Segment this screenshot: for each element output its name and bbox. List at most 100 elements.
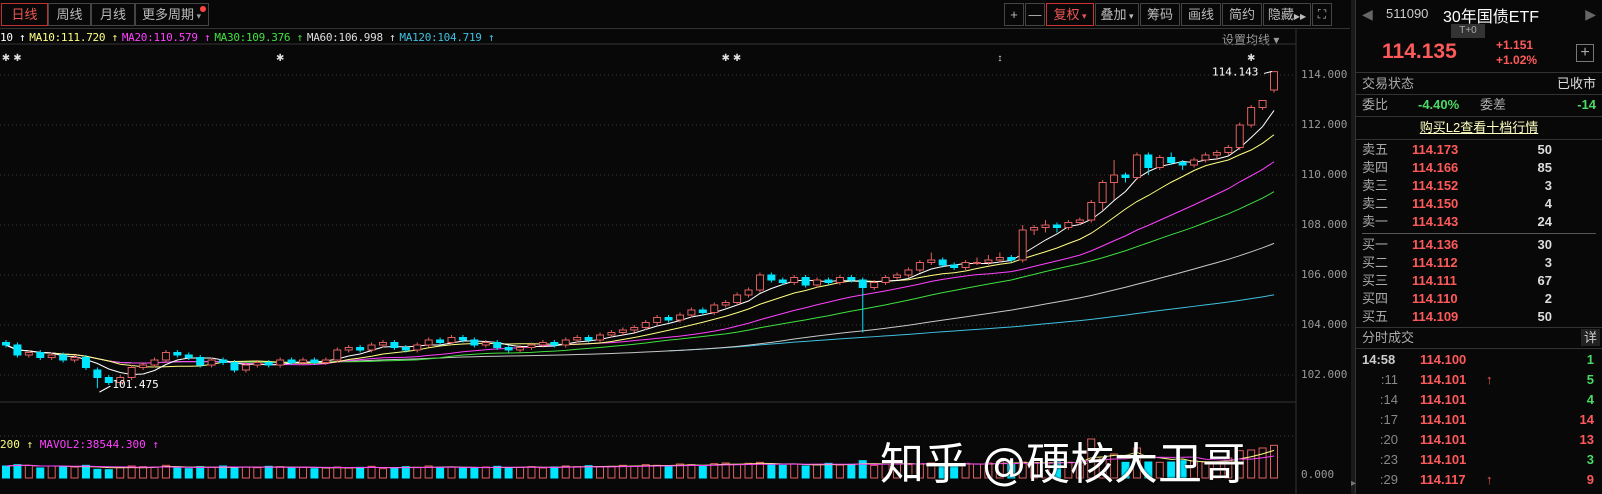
tick-volume: 1 — [1586, 352, 1594, 367]
bid-row: 买五 114.109 50 — [1362, 308, 1596, 325]
tick-time: 14:58 — [1362, 352, 1396, 367]
tick-volume: 4 — [1586, 392, 1594, 407]
candle — [915, 262, 924, 271]
tab-weekly[interactable]: 周线 — [48, 3, 91, 26]
collapse-panel-icon[interactable]: ▸ — [1351, 478, 1357, 489]
volume-legend: 200 ↑ MAVOL2:38544.300 ↑ — [0, 438, 159, 451]
event-marker-icon[interactable]: ✱ — [721, 53, 729, 64]
notification-dot — [200, 6, 206, 12]
draw-line-button[interactable]: 画线 — [1181, 3, 1221, 26]
overlay-button[interactable]: 叠加 ▾ — [1095, 3, 1139, 26]
candle — [1258, 100, 1267, 108]
zoom-in-button[interactable]: + — [1004, 3, 1024, 26]
candle — [241, 364, 250, 371]
adjust-label: 复权 — [1053, 7, 1080, 22]
low-price-label: 101.475 — [112, 378, 158, 391]
volume-bar — [81, 464, 90, 479]
chips-button[interactable]: 筹码 — [1140, 3, 1180, 26]
candle — [527, 344, 536, 348]
volume-bar — [93, 468, 102, 479]
event-marker-icon[interactable]: ↕ — [997, 53, 1002, 64]
candle — [139, 364, 148, 368]
volume-bar — [436, 467, 445, 479]
candle — [150, 359, 159, 366]
event-marker-icon[interactable]: ✱ — [1247, 53, 1255, 64]
volume-bar — [276, 466, 285, 479]
ask-row: 卖五 114.173 50 — [1362, 141, 1596, 158]
candle — [927, 259, 936, 263]
volume-bar — [13, 464, 22, 479]
ma10-line — [5, 134, 1275, 368]
candle — [1098, 182, 1107, 203]
volume-bar — [356, 466, 365, 479]
candle — [961, 262, 970, 268]
volume-bar — [344, 467, 353, 479]
candle — [321, 359, 330, 363]
volume-bar — [150, 466, 159, 479]
ticks-detail-button[interactable]: 详 — [1580, 329, 1600, 346]
adjust-button[interactable]: 复权 ▾ — [1046, 3, 1094, 26]
tab-daily[interactable]: 日线 — [1, 3, 48, 26]
chevron-down-icon: ▾ — [194, 11, 202, 21]
volume-bar — [196, 466, 205, 479]
volume-bar — [801, 465, 810, 479]
simple-button[interactable]: 简约 — [1222, 3, 1262, 26]
price-change: +1.151 — [1496, 38, 1534, 52]
next-stock-icon[interactable]: ▶ — [1585, 6, 1596, 22]
bid-price: 114.136 — [1412, 237, 1459, 252]
hide-button[interactable]: 隐藏▶▶ — [1263, 3, 1311, 26]
candle — [81, 357, 90, 368]
candle — [378, 342, 387, 346]
volume-bar — [538, 467, 547, 479]
double-chevron-right-icon: ▶▶ — [1293, 12, 1307, 21]
volume-bar — [230, 467, 239, 479]
vol-ma1-value: 200 ↑ — [0, 438, 34, 451]
volume-bar — [390, 467, 399, 479]
event-marker-icon[interactable]: ✱ — [2, 53, 10, 64]
candle — [1235, 124, 1244, 148]
tab-more-periods[interactable]: 更多周期 ▾ — [135, 3, 209, 26]
tab-monthly[interactable]: 月线 — [91, 3, 135, 26]
prev-stock-icon[interactable]: ◀ — [1362, 6, 1373, 22]
volume-bar — [995, 460, 1004, 479]
volume-bar — [70, 466, 79, 479]
candle — [755, 274, 764, 291]
ticks-title: 分时成交 — [1362, 330, 1415, 345]
ask-level: 卖二 — [1362, 196, 1389, 211]
candle — [630, 327, 639, 331]
tick-price: 114.100 — [1420, 352, 1467, 367]
ma5-line — [5, 110, 1275, 376]
volume-bar — [778, 464, 787, 479]
ask-volume: 50 — [1537, 142, 1552, 157]
expand-icon[interactable]: ⛶ — [1312, 3, 1332, 26]
ask-volume: 85 — [1537, 160, 1552, 175]
l2-upgrade-link[interactable]: 购买L2查看十档行情 — [1419, 120, 1539, 135]
candle — [127, 367, 136, 378]
candle — [813, 279, 822, 286]
status-value: 已收市 — [1556, 76, 1596, 91]
volume-bar — [561, 465, 570, 479]
ma30-line — [5, 191, 1275, 364]
panel-divider[interactable] — [1351, 0, 1355, 494]
candle — [538, 342, 547, 346]
bid-level: 买四 — [1362, 291, 1389, 306]
candle — [196, 357, 205, 366]
chevron-down-icon: ▾ — [1126, 11, 1134, 21]
volume-bar — [116, 466, 125, 479]
weicha-value: -14 — [1577, 97, 1596, 112]
plus-icon[interactable]: + — [1576, 44, 1594, 62]
candle — [790, 277, 799, 283]
candle — [1270, 71, 1278, 91]
ask-volume: 4 — [1544, 196, 1552, 211]
candle — [995, 257, 1004, 261]
event-marker-icon[interactable]: ✱ — [13, 53, 21, 64]
event-marker-icon[interactable]: ✱ — [733, 53, 741, 64]
volume-bar — [287, 467, 296, 479]
candle — [1132, 154, 1141, 178]
event-marker-icon[interactable]: ✱ — [276, 53, 284, 64]
volume-bar — [1121, 461, 1130, 479]
volume-bar — [207, 466, 216, 479]
zoom-out-button[interactable]: — — [1025, 3, 1045, 26]
volume-bar — [1235, 450, 1244, 479]
